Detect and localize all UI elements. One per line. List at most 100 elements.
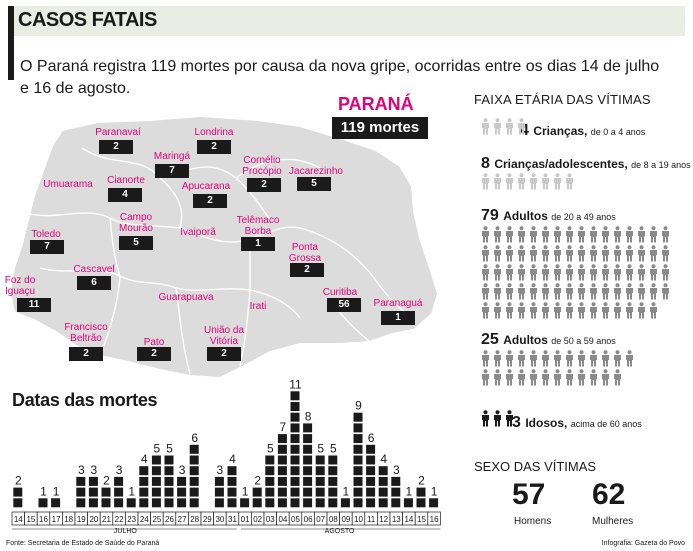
credit-note: Infografia: Gazeta do Povo	[601, 540, 685, 547]
person-icon	[494, 118, 501, 135]
city-label: Maringá	[153, 151, 191, 162]
person-icon	[602, 283, 609, 300]
death-square	[38, 498, 48, 508]
death-square	[353, 498, 363, 508]
day-tick-label: 02	[253, 515, 262, 524]
bar-value-label: 2	[103, 474, 110, 488]
person-icon	[542, 245, 549, 262]
person-icon	[494, 226, 501, 243]
bar-value-label: 5	[330, 442, 337, 456]
sex-panel-title: SEXO DAS VÍTIMAS	[474, 459, 597, 474]
death-square	[277, 466, 287, 476]
day-tick-label: 25	[152, 515, 161, 524]
person-icon	[638, 283, 645, 300]
person-icon	[554, 350, 561, 367]
person-icon	[506, 118, 513, 135]
person-icon	[578, 283, 585, 300]
death-square	[164, 455, 174, 465]
death-square	[277, 455, 287, 465]
day-tick-label: 21	[102, 515, 111, 524]
person-icon	[554, 264, 561, 281]
bar-value-label: 3	[179, 463, 186, 477]
person-icon	[626, 245, 633, 262]
death-square	[151, 476, 161, 486]
death-square	[315, 487, 325, 497]
death-square	[303, 423, 313, 433]
person-icon	[530, 283, 537, 300]
person-icon	[518, 118, 525, 135]
city-death-count: 2	[69, 347, 103, 361]
death-square	[189, 487, 199, 497]
day-tick-label: 12	[379, 515, 388, 524]
death-square	[315, 498, 325, 508]
city-label: Francisco Beltrão	[64, 322, 108, 344]
day-tick-label: 01	[241, 515, 250, 524]
person-icon	[626, 302, 633, 319]
death-square	[139, 487, 149, 497]
death-square	[164, 498, 174, 508]
death-square	[315, 466, 325, 476]
age-group-label: 25 Adultos de 50 a 59 anos	[481, 331, 616, 348]
person-icon	[494, 302, 501, 319]
day-tick-label: 15	[417, 515, 426, 524]
age-group-label: 3 Idosos, acima de 60 anos	[512, 414, 642, 431]
death-square	[76, 498, 86, 508]
death-square	[290, 391, 300, 401]
person-icon	[542, 369, 549, 386]
person-icon	[494, 410, 501, 427]
day-tick-label: 16	[430, 515, 439, 524]
death-square	[328, 487, 338, 497]
state-outline	[8, 114, 440, 380]
day-tick-label: 09	[341, 515, 350, 524]
day-tick-label: 15	[26, 515, 35, 524]
month-label: JULHO	[114, 528, 138, 535]
death-square	[303, 498, 313, 508]
person-icon	[542, 350, 549, 367]
person-icon	[578, 369, 585, 386]
day-tick-label: 05	[291, 515, 300, 524]
death-square	[290, 487, 300, 497]
person-icon	[602, 245, 609, 262]
death-square	[265, 487, 275, 497]
person-icon	[506, 226, 513, 243]
men-label: Homens	[514, 516, 552, 527]
person-icon	[482, 410, 489, 427]
death-square	[290, 444, 300, 454]
death-square	[378, 476, 388, 486]
person-icon	[542, 173, 549, 190]
person-icon	[542, 226, 549, 243]
person-icon	[602, 369, 609, 386]
age-group-icons	[481, 118, 526, 135]
death-square	[366, 487, 376, 497]
bar-value-label: 5	[317, 442, 324, 456]
person-icon	[530, 369, 537, 386]
age-group-label: 4 Crianças, de 0 a 4 anos	[520, 122, 646, 139]
death-square	[13, 487, 23, 497]
bar-value-label: 6	[191, 431, 198, 445]
person-icon	[566, 226, 573, 243]
person-icon	[638, 245, 645, 262]
person-icon	[506, 350, 513, 367]
bar-value-label: 1	[406, 484, 413, 498]
death-square	[303, 466, 313, 476]
death-square	[391, 498, 401, 508]
death-square	[353, 434, 363, 444]
person-icon	[554, 226, 561, 243]
death-square	[101, 487, 111, 497]
person-icon	[566, 283, 573, 300]
death-square	[378, 466, 388, 476]
city-death-count: 7	[155, 164, 189, 178]
person-icon	[578, 350, 585, 367]
death-square	[378, 487, 388, 497]
death-square	[290, 476, 300, 486]
death-square	[76, 487, 86, 497]
death-square	[366, 455, 376, 465]
person-icon	[662, 264, 669, 281]
bar-value-label: 3	[78, 463, 85, 477]
death-square	[277, 487, 287, 497]
death-square	[252, 487, 262, 497]
men-count: 57	[512, 478, 546, 511]
person-icon	[650, 245, 657, 262]
city-death-count: 5	[119, 236, 153, 250]
day-tick-label: 28	[190, 515, 199, 524]
